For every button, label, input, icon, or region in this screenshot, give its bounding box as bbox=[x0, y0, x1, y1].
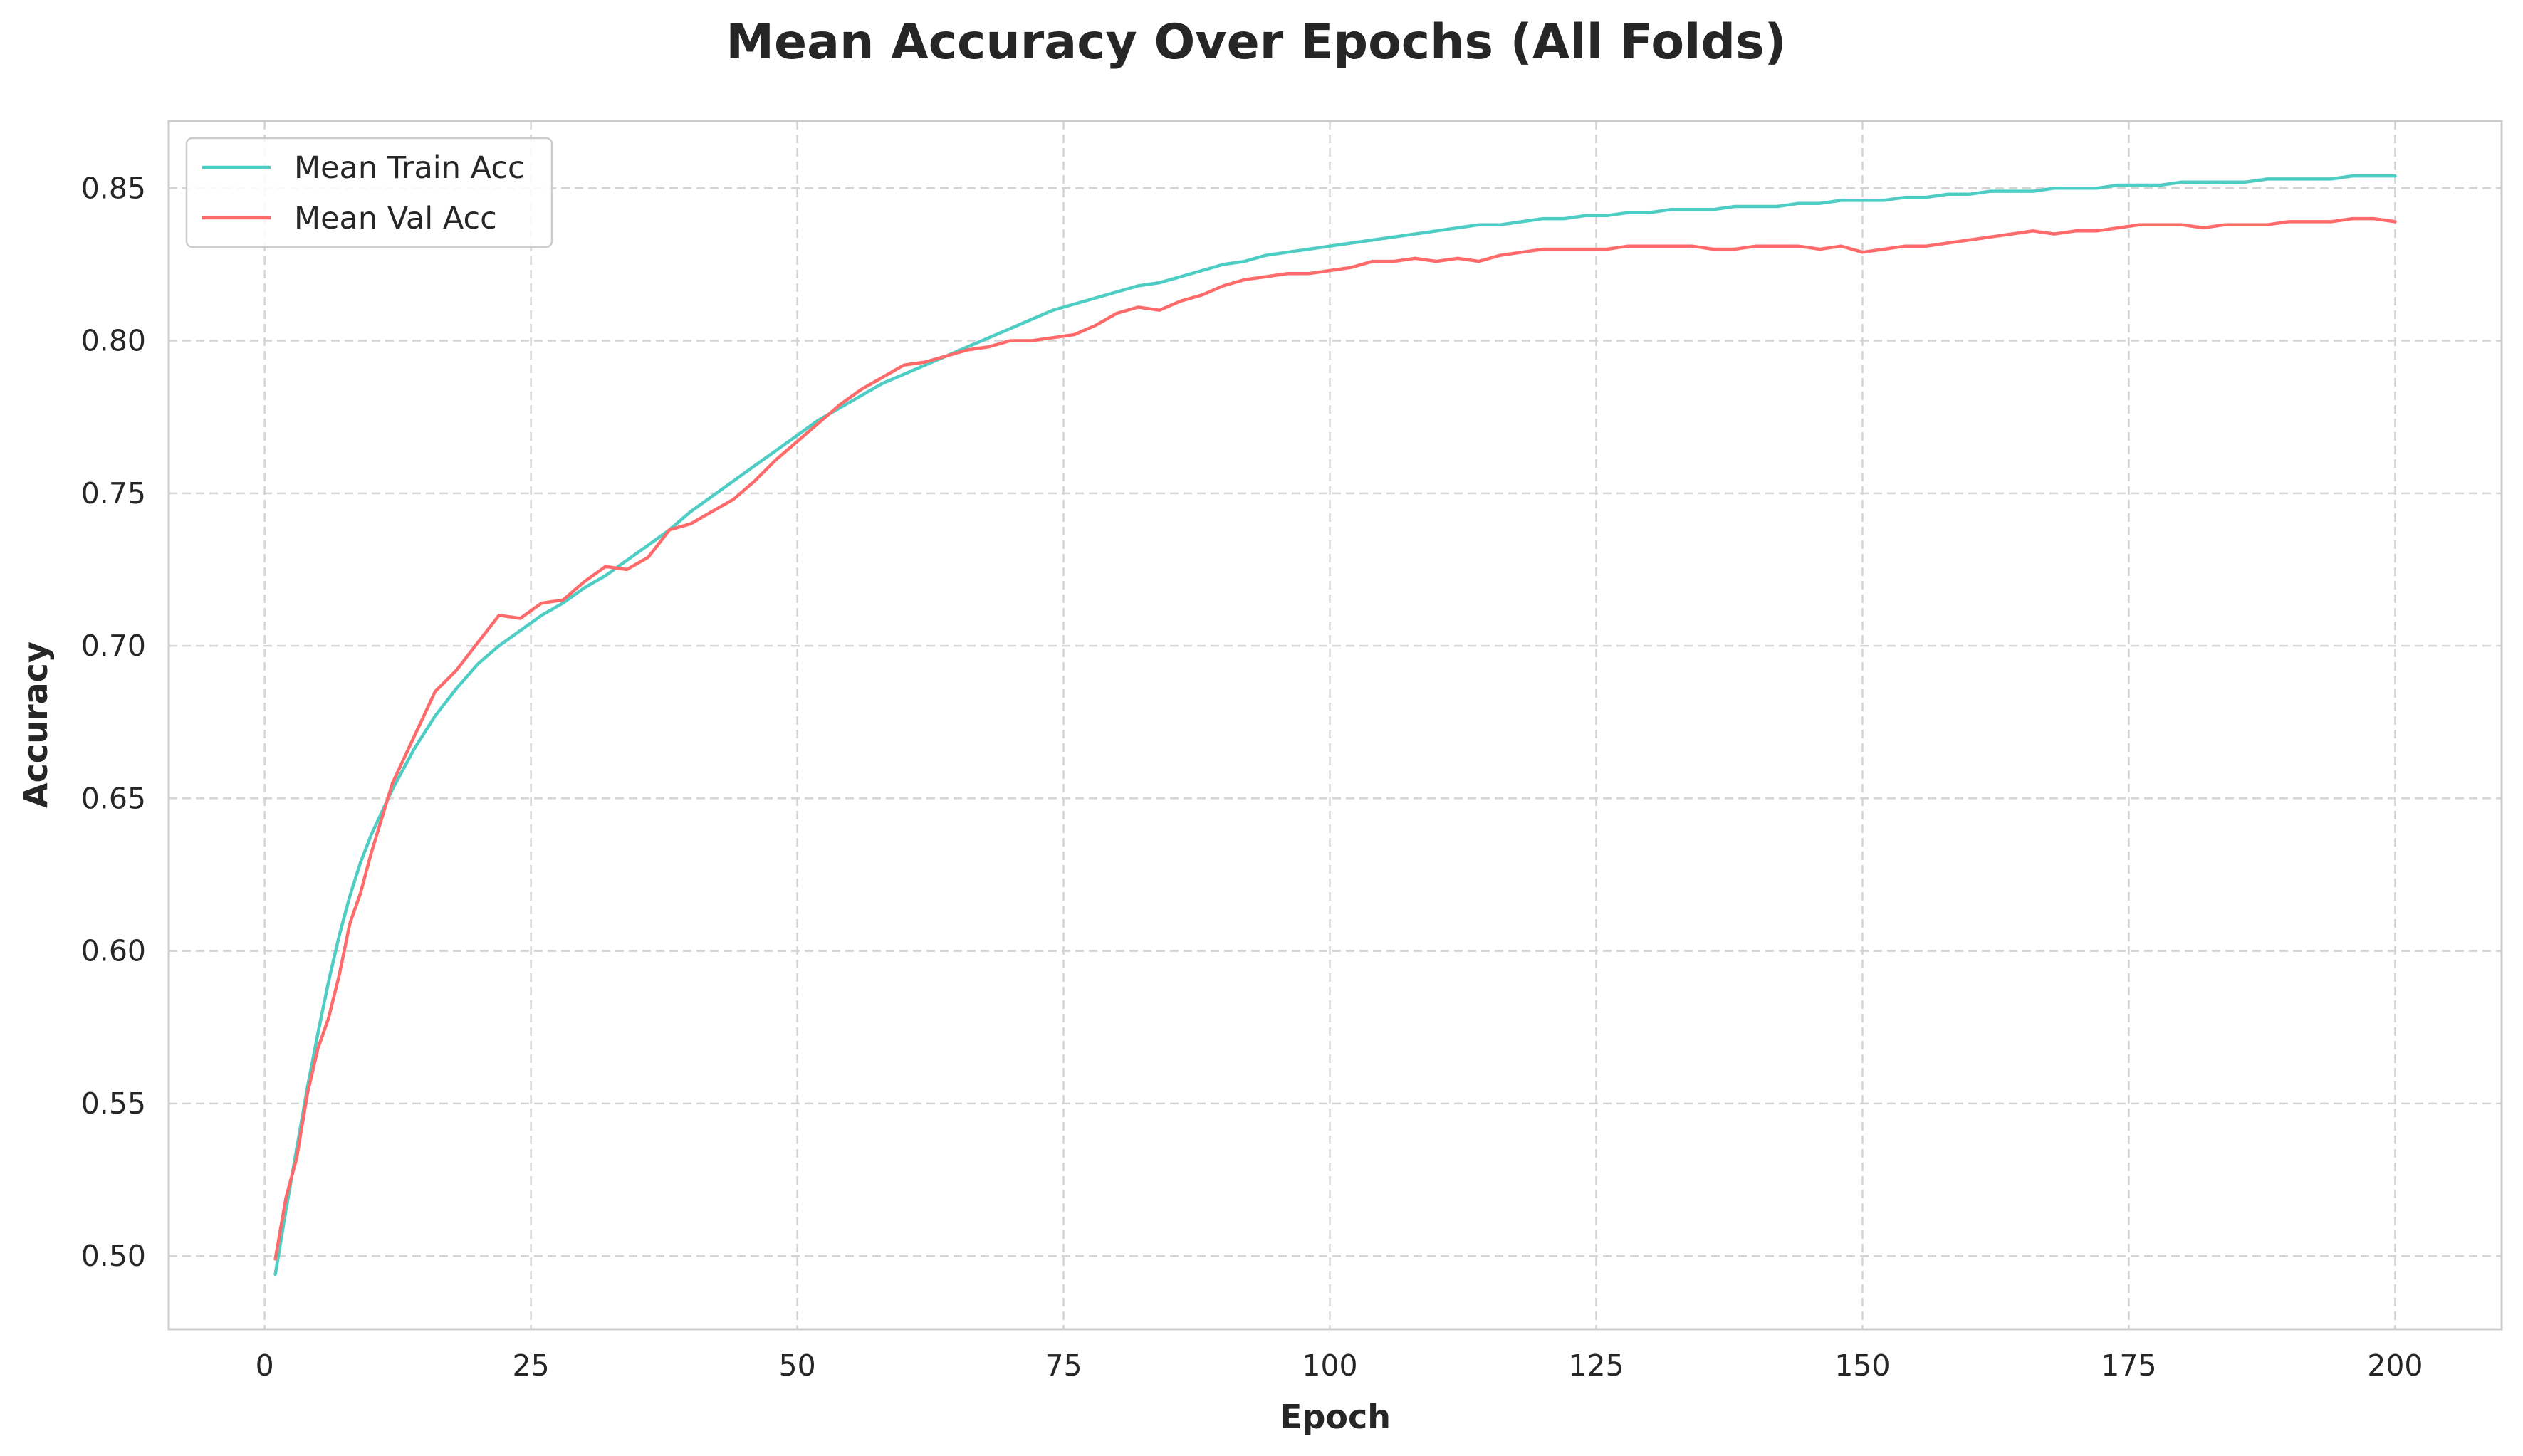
x-tick-label: 150 bbox=[1834, 1348, 1890, 1383]
legend-box bbox=[185, 137, 553, 248]
y-tick-label: 0.75 bbox=[81, 476, 146, 510]
x-tick-label: 75 bbox=[1045, 1348, 1082, 1383]
x-tick-labels: 0 25 50 75 100 125 150 175 200 bbox=[256, 1348, 2423, 1383]
legend-label-train: Mean Train Acc bbox=[294, 150, 525, 186]
x-tick-label: 175 bbox=[2101, 1348, 2156, 1383]
y-tick-label: 0.70 bbox=[81, 629, 146, 663]
y-axis-label: Accuracy bbox=[16, 641, 55, 808]
y-tick-label: 0.60 bbox=[81, 934, 146, 968]
x-tick-label: 50 bbox=[778, 1348, 815, 1383]
y-tick-label: 0.65 bbox=[81, 781, 146, 815]
x-tick-label: 0 bbox=[256, 1348, 274, 1383]
legend-label-val: Mean Val Acc bbox=[294, 201, 497, 236]
x-tick-label: 100 bbox=[1302, 1348, 1357, 1383]
plot-frame bbox=[167, 120, 2503, 1331]
y-tick-label: 0.50 bbox=[81, 1239, 146, 1273]
y-tick-label: 0.85 bbox=[81, 171, 146, 205]
x-tick-label: 200 bbox=[2367, 1348, 2423, 1383]
x-tick-label: 125 bbox=[1568, 1348, 1624, 1383]
chart-title: Mean Accuracy Over Epochs (All Folds) bbox=[726, 14, 1786, 70]
series-line-val bbox=[273, 216, 2397, 1261]
y-tick-labels: 0.50 0.55 0.60 0.65 0.70 0.75 0.80 0.85 bbox=[81, 171, 146, 1273]
series-layer bbox=[273, 174, 2397, 1277]
series-line-train bbox=[273, 174, 2397, 1277]
x-tick-label: 25 bbox=[513, 1348, 550, 1383]
grid-layer bbox=[169, 121, 2502, 1329]
y-tick-label: 0.55 bbox=[81, 1086, 146, 1121]
legend: Mean Train Acc Mean Val Acc bbox=[185, 137, 553, 248]
x-axis-label: Epoch bbox=[1280, 1398, 1391, 1436]
y-tick-label: 0.80 bbox=[81, 324, 146, 358]
